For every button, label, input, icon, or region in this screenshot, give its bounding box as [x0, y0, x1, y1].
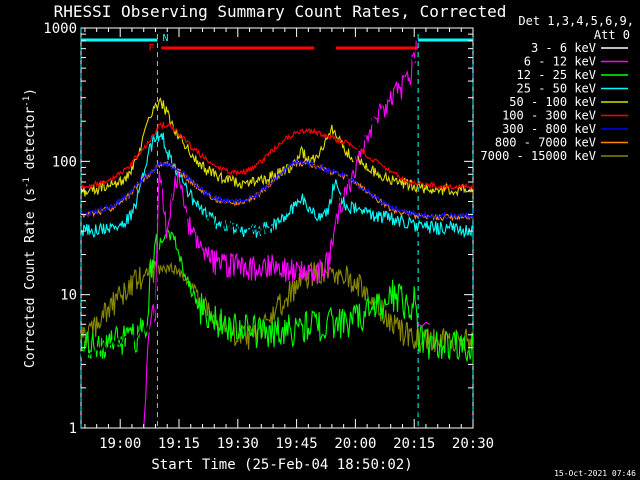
series-line [80, 129, 474, 239]
series-line [81, 122, 474, 191]
y-axis-label-mid: detector [23, 107, 38, 178]
x-tick-label: 19:30 [217, 436, 259, 452]
y-tick-label: 1000 [43, 21, 77, 37]
series-line [80, 259, 474, 354]
x-axis-label: Start Time (25-Feb-04 18:50:02) [151, 457, 412, 473]
x-tick-label: 20:00 [334, 436, 376, 452]
x-tick-label: 20:30 [452, 436, 494, 452]
x-tick-label: 19:00 [99, 436, 141, 452]
y-tick-label: 10 [60, 288, 77, 304]
series-layer [80, 40, 474, 429]
x-tick-label: 19:15 [158, 436, 200, 452]
legend-label: 7000 - 15000 keV [480, 149, 596, 163]
series-tail [417, 321, 431, 327]
legend-header-line2: Att 0 [594, 28, 630, 42]
chart-title: RHESSI Observing Summary Count Rates, Co… [54, 2, 507, 21]
legend-label: 50 - 100 keV [509, 95, 596, 109]
legend-label: 3 - 6 keV [531, 41, 596, 55]
series-tail [417, 412, 426, 418]
series-line [80, 49, 417, 360]
flare-flag-label: F [148, 43, 154, 54]
x-tick-label: 19:45 [276, 436, 318, 452]
y-axis-label: Corrected Count Rate (s-1 detector-1) [22, 88, 38, 368]
y-axis-label-sup1: -1 [22, 177, 32, 188]
legend-header-line1: Det 1,3,4,5,6,9, [518, 14, 634, 28]
x-tick-label: 20:15 [393, 436, 435, 452]
series-line [80, 229, 474, 364]
series-line [80, 159, 474, 220]
y-axis-label-sup2: -1 [22, 96, 32, 107]
y-tick-label: 1 [69, 421, 77, 437]
series-line [143, 40, 417, 429]
timestamp: 15-Oct-2021 07:46 [554, 469, 636, 478]
axis-layer: 19:00 19:15 19:30 19:45 20:00 20:15 20:30 1 10 10… [43, 21, 494, 452]
y-axis-label-end: ) [23, 88, 38, 96]
legend-label: 6 - 12 keV [524, 55, 596, 69]
legend-label: 300 - 800 keV [502, 122, 596, 136]
legend-label: 25 - 50 keV [517, 82, 596, 96]
sun-flag-label: N [162, 33, 168, 44]
legend-label: 12 - 25 keV [517, 68, 596, 82]
y-tick-label: 100 [52, 154, 77, 170]
legend-label: 100 - 300 keV [502, 109, 596, 123]
y-axis-label-main: Corrected Count Rate (s [23, 188, 38, 368]
legend-label: 800 - 7000 keV [495, 136, 596, 150]
